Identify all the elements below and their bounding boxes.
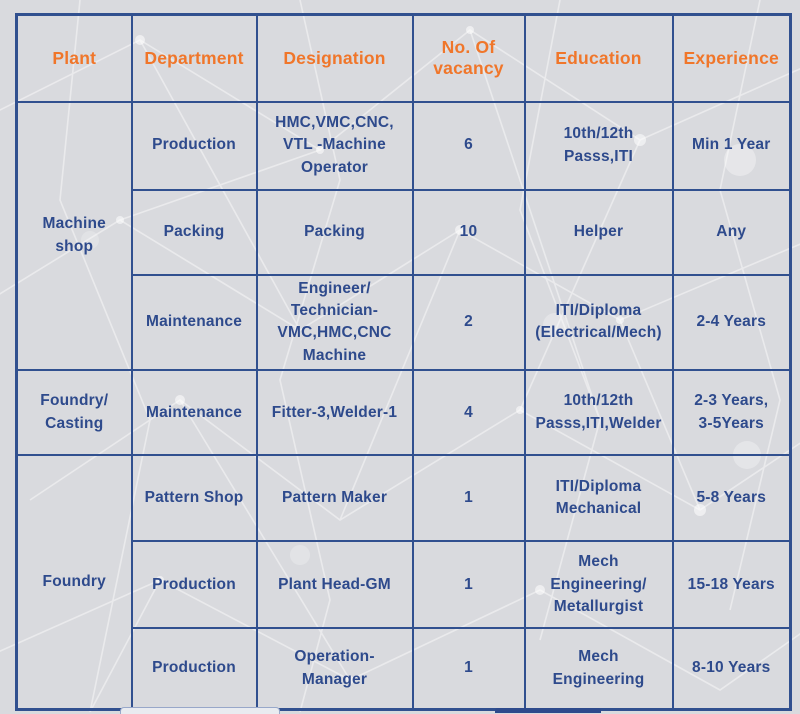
table-row: Maintenance Engineer/ Technician- VMC,HM… bbox=[17, 273, 792, 372]
cell-plant-foundry: Foundry bbox=[15, 454, 133, 711]
cell-vacancy: 2 bbox=[411, 273, 526, 372]
table-row: Machine shop Production HMC,VMC,CNC, VTL… bbox=[15, 100, 792, 372]
cell-plant-foundry-casting: Foundry/ Casting bbox=[15, 369, 133, 457]
cell-vacancy: 1 bbox=[411, 454, 526, 543]
vacancy-table: Plant Department Designation No. Of vaca… bbox=[15, 13, 792, 711]
cell-vacancy: 1 bbox=[411, 627, 526, 711]
cell-education: Helper bbox=[523, 188, 674, 276]
cell-department: Production bbox=[130, 540, 258, 630]
header-experience: Experience bbox=[671, 13, 792, 103]
cell-education: Mech Engineering bbox=[523, 627, 674, 711]
cell-education: Mech Engineering/ Metallurgist bbox=[523, 540, 674, 630]
header-department: Department bbox=[130, 13, 258, 103]
header-designation: Designation bbox=[255, 13, 414, 103]
cell-department: Production bbox=[130, 627, 258, 711]
header-row: Plant Department Designation No. Of vaca… bbox=[15, 13, 792, 103]
table-row: Production Operation- Manager 1 Mech Eng… bbox=[17, 627, 792, 711]
cell-experience: 2-4 Years bbox=[671, 273, 792, 372]
cell-education: 10th/12th Passs,ITI bbox=[523, 100, 674, 191]
cell-experience: 5-8 Years bbox=[671, 454, 792, 543]
cell-designation: Engineer/ Technician- VMC,HMC,CNC Machin… bbox=[255, 273, 414, 372]
cell-department: Packing bbox=[130, 188, 258, 276]
cell-experience: 8-10 Years bbox=[671, 627, 792, 711]
cell-experience: Min 1 Year bbox=[671, 100, 792, 191]
cell-experience: 15-18 Years bbox=[671, 540, 792, 630]
table-row: Foundry Pattern Shop Pattern Maker 1 ITI… bbox=[15, 454, 792, 711]
table-row: Packing Packing 10 Helper Any bbox=[17, 188, 792, 276]
cutoff-element-right bbox=[495, 708, 601, 713]
cell-experience: Any bbox=[671, 188, 792, 276]
cell-designation: Packing bbox=[255, 188, 414, 276]
cell-plant-machine-shop: Machine shop bbox=[15, 100, 133, 372]
cell-designation: Fitter-3,Welder-1 bbox=[255, 369, 414, 457]
cell-vacancy: 6 bbox=[411, 100, 526, 191]
table-row: Production Plant Head-GM 1 Mech Engineer… bbox=[17, 540, 792, 630]
cell-vacancy: 1 bbox=[411, 540, 526, 630]
cell-vacancy: 10 bbox=[411, 188, 526, 276]
header-vacancy: No. Of vacancy bbox=[411, 13, 526, 103]
cell-department: Maintenance bbox=[130, 273, 258, 372]
table-row: Foundry/ Casting Maintenance Fitter-3,We… bbox=[15, 369, 792, 457]
cell-experience: 2-3 Years, 3-5Years bbox=[671, 369, 792, 457]
cell-education: ITI/Diploma Mechanical bbox=[523, 454, 674, 543]
header-education: Education bbox=[523, 13, 674, 103]
cell-education: ITI/Diploma (Electrical/Mech) bbox=[523, 273, 674, 372]
cell-vacancy: 4 bbox=[411, 369, 526, 457]
cell-education: 10th/12th Passs,ITI,Welder bbox=[523, 369, 674, 457]
cell-designation: Plant Head-GM bbox=[255, 540, 414, 630]
cell-department: Production bbox=[130, 100, 258, 191]
cell-designation: HMC,VMC,CNC, VTL -Machine Operator bbox=[255, 100, 414, 191]
cell-designation: Pattern Maker bbox=[255, 454, 414, 543]
cutoff-element-left bbox=[120, 707, 280, 714]
cell-designation: Operation- Manager bbox=[255, 627, 414, 711]
cell-department: Maintenance bbox=[130, 369, 258, 457]
header-plant: Plant bbox=[15, 13, 133, 103]
cell-department: Pattern Shop bbox=[130, 454, 258, 543]
